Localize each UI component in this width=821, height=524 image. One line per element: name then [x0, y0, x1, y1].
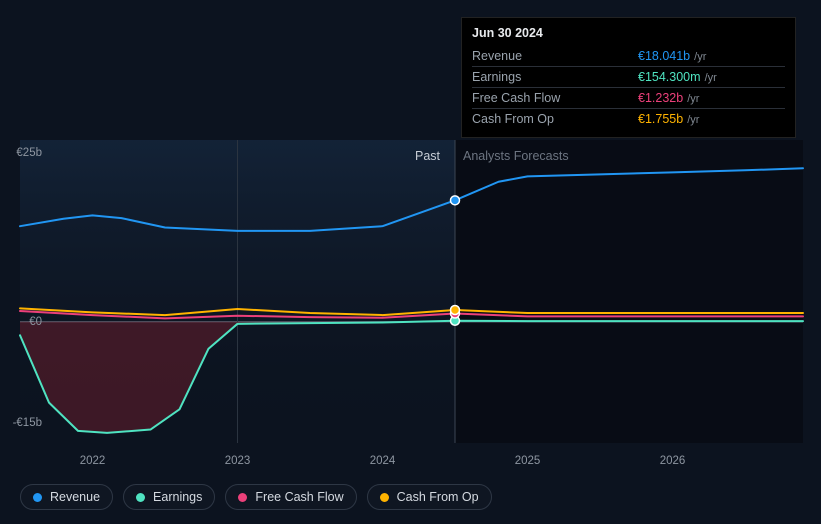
legend-item-fcf[interactable]: Free Cash Flow — [225, 484, 356, 510]
y-tick-label: €0 — [29, 316, 42, 328]
y-tick-label: €25b — [16, 147, 42, 159]
past-label: Past — [415, 149, 440, 163]
legend-item-revenue[interactable]: Revenue — [20, 484, 113, 510]
legend-dot-icon — [33, 493, 42, 502]
forecast-label: Analysts Forecasts — [463, 149, 569, 163]
x-tick-label: 2024 — [370, 455, 396, 467]
tooltip-row-label: Earnings — [472, 67, 628, 88]
x-tick-label: 2022 — [80, 455, 106, 467]
tooltip-row-value: €1.755b/yr — [628, 109, 785, 130]
legend-label: Earnings — [153, 490, 202, 504]
legend-dot-icon — [380, 493, 389, 502]
chart-legend: Revenue Earnings Free Cash Flow Cash From O… — [20, 484, 492, 510]
tooltip-row-value: €1.232b/yr — [628, 88, 785, 109]
x-tick-label: 2023 — [225, 455, 251, 467]
legend-label: Revenue — [50, 490, 100, 504]
tooltip-date: Jun 30 2024 — [472, 26, 785, 40]
legend-label: Cash From Op — [397, 490, 479, 504]
x-tick-label: 2026 — [660, 455, 686, 467]
tooltip-row-label: Free Cash Flow — [472, 88, 628, 109]
legend-dot-icon — [238, 493, 247, 502]
financials-chart: Past Analysts Forecasts €25b €0 -€15b 2022… — [0, 0, 821, 524]
legend-dot-icon — [136, 493, 145, 502]
chart-tooltip: Jun 30 2024 Revenue €18.041b/yrEarnings … — [461, 17, 796, 138]
y-tick-label: -€15b — [13, 417, 42, 429]
x-tick-label: 2025 — [515, 455, 541, 467]
legend-item-earnings[interactable]: Earnings — [123, 484, 215, 510]
legend-item-cfo[interactable]: Cash From Op — [367, 484, 492, 510]
tooltip-row-value: €18.041b/yr — [628, 46, 785, 67]
tooltip-row-value: €154.300m/yr — [628, 67, 785, 88]
tooltip-row-label: Revenue — [472, 46, 628, 67]
tooltip-row-label: Cash From Op — [472, 109, 628, 130]
legend-label: Free Cash Flow — [255, 490, 343, 504]
